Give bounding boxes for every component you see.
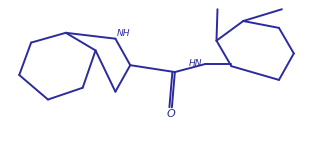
Text: HN: HN <box>189 59 203 68</box>
Text: NH: NH <box>116 29 130 38</box>
Text: O: O <box>167 109 175 119</box>
